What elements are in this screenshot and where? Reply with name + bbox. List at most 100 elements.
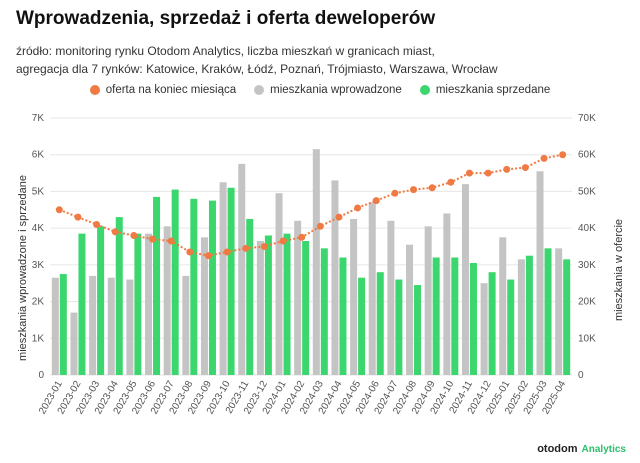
offer-point — [372, 197, 380, 205]
y-tick-label: 0 — [38, 370, 44, 381]
bar-sold — [376, 272, 384, 375]
legend-label-introduced: mieszkania wprowadzone — [270, 84, 402, 96]
chart-bars — [51, 149, 571, 375]
bar-sold — [264, 235, 272, 375]
bar-introduced — [387, 220, 395, 375]
offer-point — [298, 233, 306, 241]
bar-introduced — [480, 283, 488, 375]
offer-point — [260, 243, 268, 250]
chart-legend: oferta na koniec miesiąca mieszkania wpr… — [0, 84, 640, 96]
offer-point — [447, 178, 455, 186]
bar-introduced — [163, 226, 171, 375]
bar-introduced — [406, 244, 414, 375]
bar-sold — [190, 198, 198, 375]
offer-point — [335, 213, 343, 221]
y2-tick-label: 40K — [578, 223, 596, 234]
bar-sold — [78, 233, 86, 375]
legend-item-offer[interactable]: oferta na koniec miesiąca — [89, 84, 236, 96]
bar-introduced — [443, 213, 451, 375]
bar-sold — [115, 217, 123, 375]
y2-tick-label: 30K — [578, 260, 596, 271]
bar-introduced — [331, 180, 339, 375]
offer-point — [465, 169, 473, 177]
offer-point — [130, 231, 138, 239]
y2-tick-label: 70K — [578, 113, 596, 124]
bar-sold — [432, 257, 440, 375]
bar-sold — [302, 240, 310, 375]
brand-logo: otodom Analytics — [537, 443, 626, 455]
bar-sold — [469, 263, 477, 375]
legend-item-sold[interactable]: mieszkania sprzedane — [419, 84, 551, 96]
offer-point — [540, 154, 548, 162]
offer-point — [93, 220, 101, 228]
bar-introduced — [200, 237, 208, 375]
bar-sold — [246, 218, 254, 375]
chart-offer-line — [55, 151, 567, 260]
bar-introduced — [555, 248, 563, 375]
bar-sold — [227, 187, 235, 375]
legend-item-introduced[interactable]: mieszkania wprowadzone — [254, 84, 402, 96]
bar-sold — [339, 257, 347, 375]
bar-sold — [59, 274, 67, 375]
bar-introduced — [70, 312, 78, 375]
offer-point — [223, 248, 231, 256]
y-tick-label: 4K — [32, 223, 45, 234]
bar-sold — [395, 279, 403, 375]
offer-point — [354, 204, 362, 212]
offer-point — [149, 235, 157, 243]
bar-introduced — [312, 149, 320, 375]
bar-introduced — [126, 279, 134, 375]
y-tick-label: 5K — [32, 186, 45, 197]
bar-sold — [320, 248, 328, 375]
bar-introduced — [499, 237, 507, 375]
y-tick-label: 1K — [32, 333, 45, 344]
y2-tick-label: 60K — [578, 150, 596, 161]
legend-swatch-sold — [419, 85, 430, 95]
bar-sold — [525, 255, 533, 375]
bar-introduced — [350, 218, 358, 375]
offer-point — [559, 151, 567, 159]
bar-introduced — [424, 226, 432, 375]
bar-sold — [414, 285, 422, 375]
bar-sold — [488, 272, 496, 375]
bar-sold — [451, 257, 459, 375]
y-tick-label: 2K — [32, 297, 45, 308]
bar-sold — [153, 196, 161, 375]
legend-label-sold: mieszkania sprzedane — [435, 84, 551, 96]
offer-point — [521, 164, 529, 172]
bar-introduced — [89, 275, 97, 375]
bar-sold — [283, 233, 291, 375]
offer-point — [204, 252, 212, 260]
bar-introduced — [536, 171, 544, 375]
bar-introduced — [517, 259, 525, 375]
legend-swatch-offer — [89, 85, 100, 95]
offer-point — [484, 169, 492, 177]
bar-sold — [563, 259, 571, 375]
bar-introduced — [107, 277, 115, 375]
offer-point — [242, 244, 250, 252]
bar-sold — [97, 226, 105, 375]
y2-tick-label: 50K — [578, 186, 596, 197]
bar-introduced — [256, 240, 264, 375]
bar-introduced — [219, 182, 227, 375]
bar-sold — [171, 189, 179, 375]
y-tick-label: 6K — [32, 150, 45, 161]
legend-swatch-introduced — [254, 85, 265, 95]
bar-sold — [358, 277, 366, 375]
brand-name: otodom — [537, 443, 578, 455]
y-axis-title: mieszkania wprowadzone i sprzedane — [17, 175, 29, 361]
bar-introduced — [275, 193, 283, 375]
offer-point — [111, 228, 119, 236]
offer-line — [58, 153, 563, 257]
bar-introduced — [145, 233, 153, 375]
offer-point — [279, 237, 287, 245]
y2-axis-title: mieszkania w ofercie — [613, 219, 625, 321]
offer-point — [55, 206, 63, 214]
y-tick-label: 7K — [32, 113, 45, 124]
bar-sold — [208, 200, 216, 375]
y2-tick-label: 10K — [578, 333, 596, 344]
offer-point — [428, 184, 436, 192]
chart-subtitle-line2: agregacja dla 7 rynków: Katowice, Kraków… — [16, 62, 498, 76]
offer-point — [167, 237, 175, 245]
